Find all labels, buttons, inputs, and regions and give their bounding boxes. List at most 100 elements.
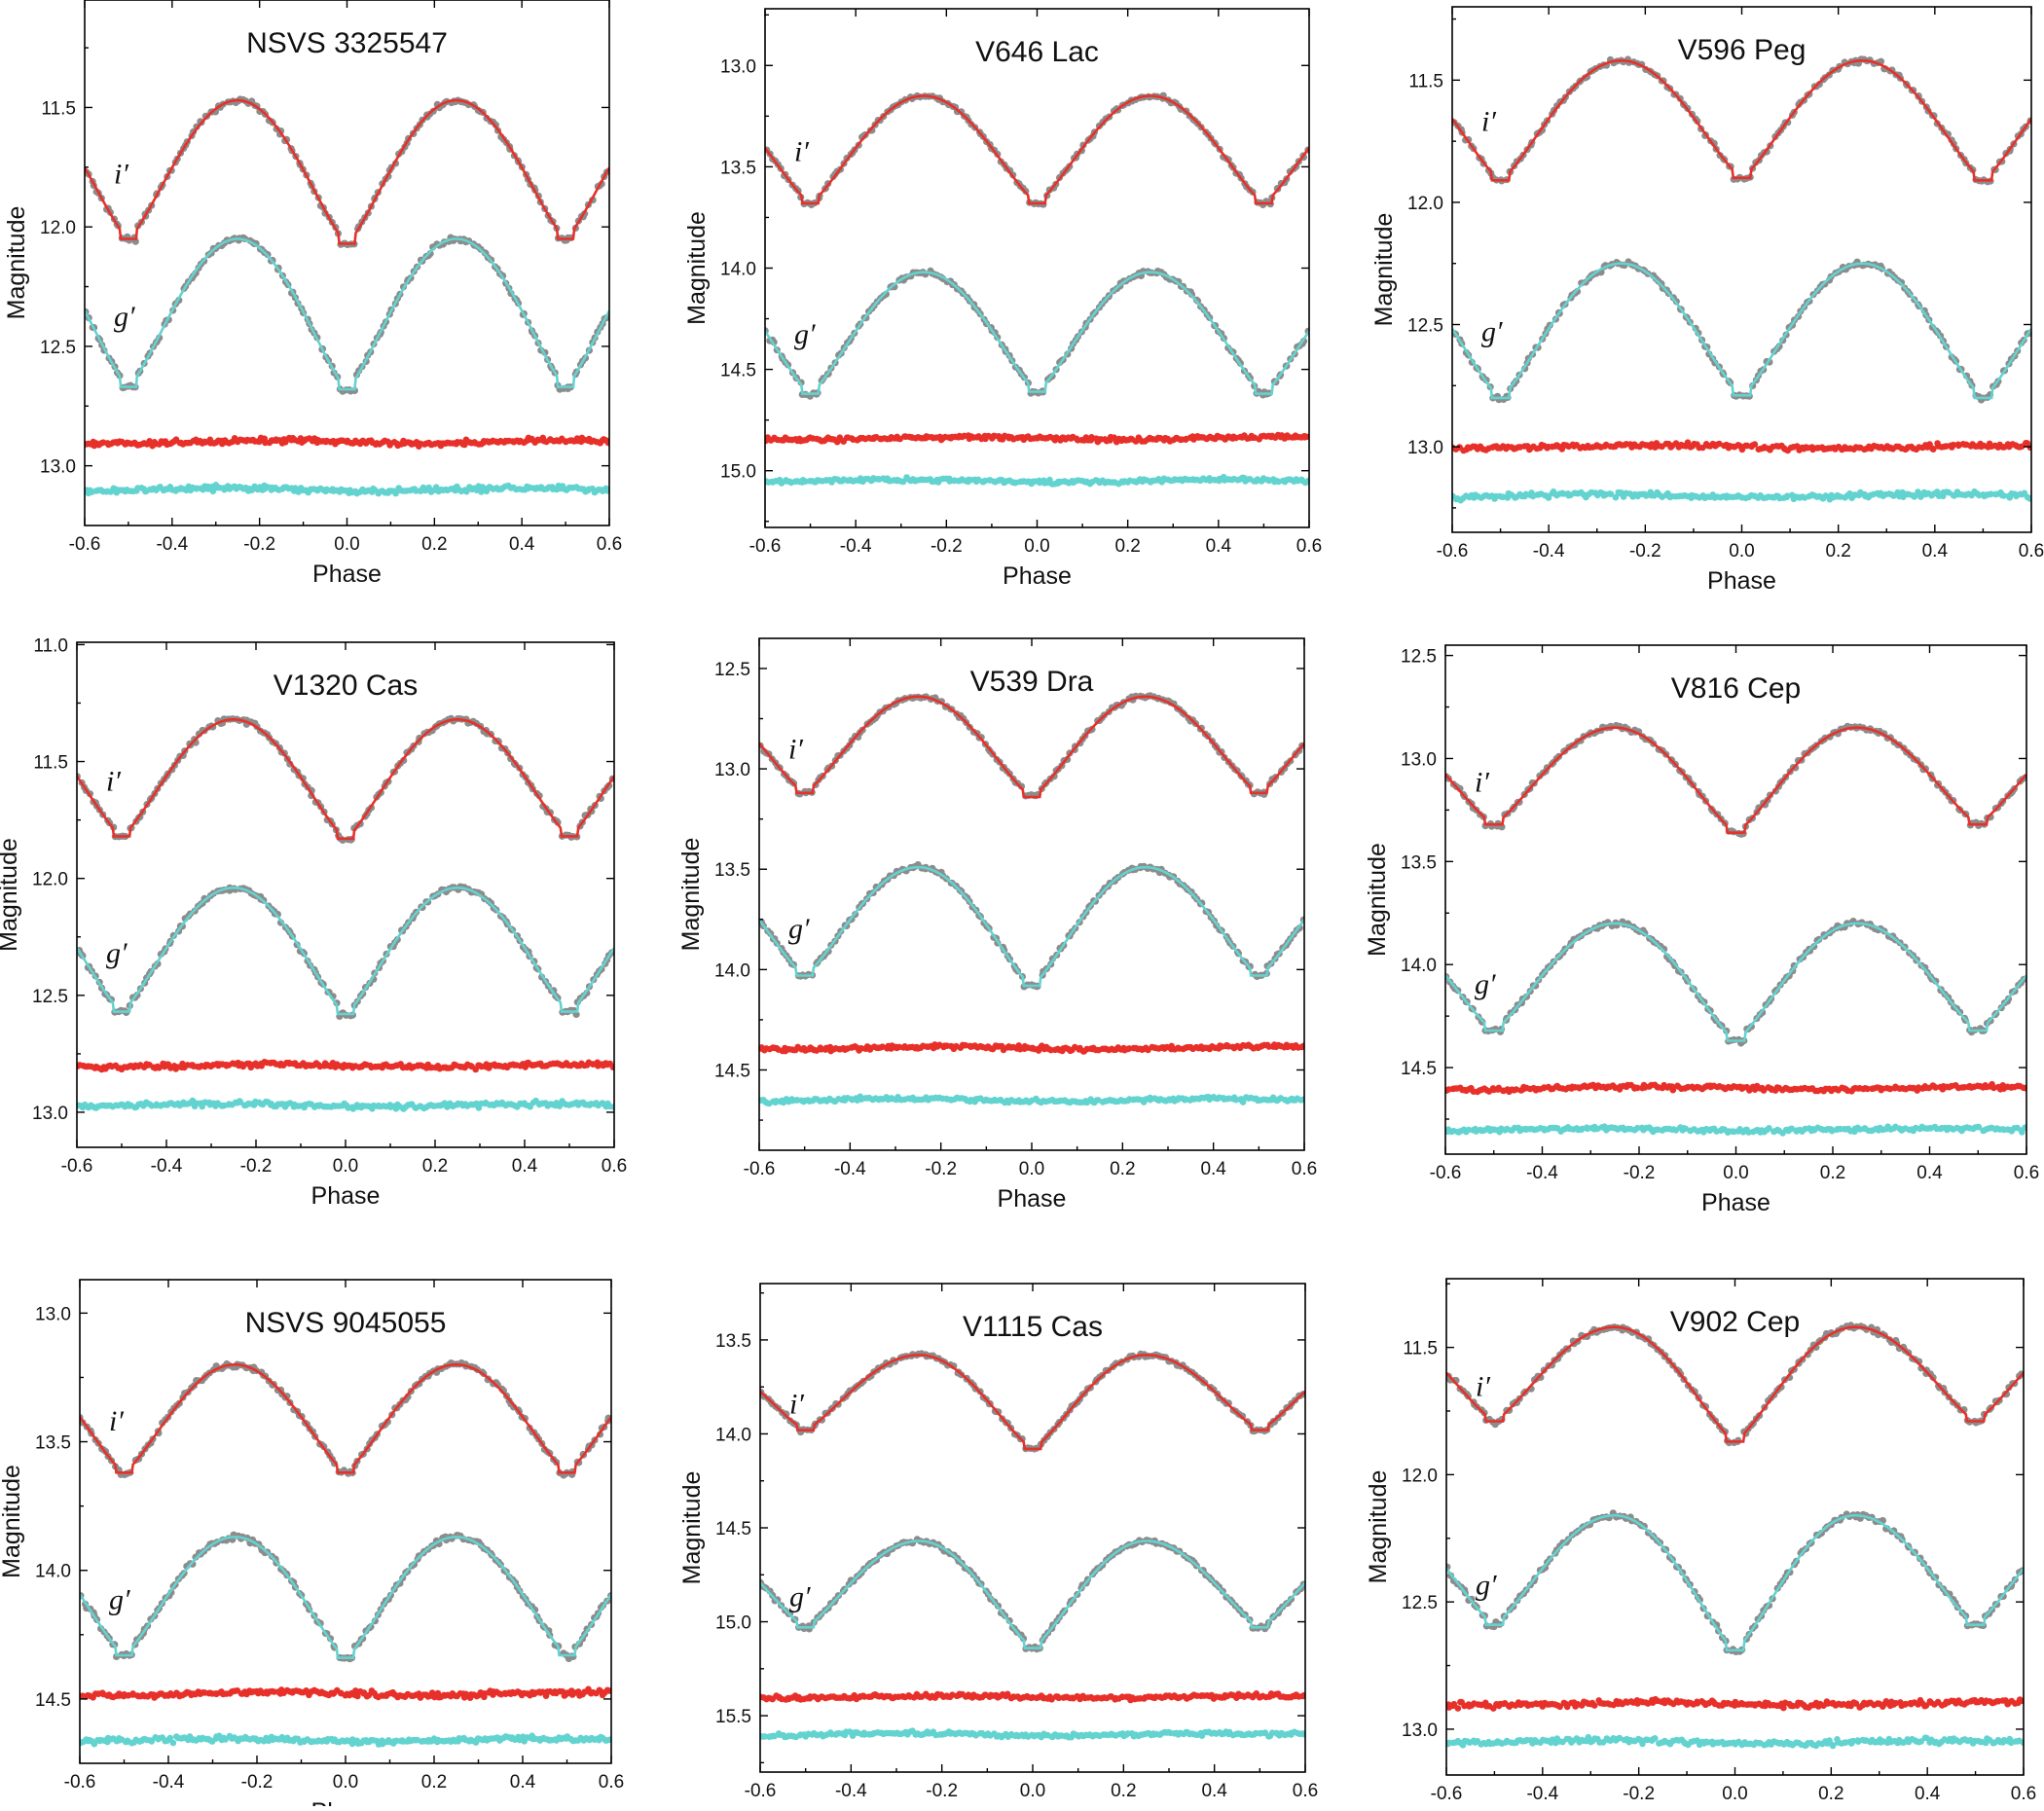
y-tick-label: 13.0 [720,56,756,77]
fit-line [765,96,1309,203]
x-tick-label: -0.4 [156,534,188,555]
plot-area [762,92,1312,488]
panel-title: V596 Peg [1678,34,1807,66]
y-axis-label: Magnitude [683,211,711,325]
fit-line [77,719,614,839]
panel-title: V539 Dra [970,666,1094,698]
x-tick-label: 0.0 [333,1156,358,1177]
x-tick-label: 0.0 [1024,536,1049,557]
x-tick-label: -0.4 [151,1156,183,1177]
y-tick-label: 12.0 [1407,194,1443,214]
y-tick-label: 12.5 [714,660,750,680]
residual-point [605,440,612,447]
x-tick-label: 0.6 [2019,541,2044,561]
observed-points [83,95,610,248]
x-tick-label: -0.2 [931,536,963,557]
observed-points [758,861,1307,991]
y-tick-label: 11.5 [41,98,76,119]
i-band-label: i′ [794,136,809,168]
x-tick-label: -0.4 [840,536,872,557]
plot-area [74,715,617,1112]
x-tick-label: -0.2 [243,534,275,555]
x-tick-label: 0.4 [1922,541,1949,561]
fit-line [85,239,609,390]
fit-line [765,272,1309,394]
g-band-label: g′ [1481,316,1503,348]
x-tick-label: -0.6 [1437,541,1469,561]
x-tick-label: 0.2 [1825,541,1850,561]
x-tick-label: 0.0 [1019,1159,1044,1179]
residual-series [763,474,1311,488]
plot-area [1449,55,2034,503]
x-tick-label: 0.6 [1292,1159,1317,1179]
x-tick-label: 0.2 [422,1156,448,1177]
residual-series [758,1041,1307,1055]
x-tick-label: 0.6 [602,1156,627,1177]
residual-series [1449,439,2033,453]
y-tick-label: 14.5 [714,1061,750,1081]
residual-point [610,1064,617,1070]
observed-points [74,715,616,844]
y-tick-label: 13.0 [32,1104,68,1124]
g-band-label: g′ [106,937,128,969]
x-tick-label: -0.6 [69,534,101,555]
g-band-label: g′ [114,301,135,333]
y-axis-label: Magnitude [677,838,705,952]
residual-point [2023,1085,2029,1092]
i-band-label: i′ [1481,106,1496,138]
panel-title: V1320 Cas [274,670,418,702]
observed-points [763,92,1311,208]
fit-line [759,867,1304,986]
g-band-label: g′ [788,913,810,945]
y-tick-label: 13.0 [40,457,76,478]
y-tick-label: 11.5 [33,753,68,774]
panel-title: V646 Lac [975,36,1099,68]
x-tick-label: 0.0 [334,534,359,555]
x-axis-label: Phase [1003,562,1072,590]
x-tick-label: -0.2 [1629,541,1661,561]
y-tick-label: 14.0 [720,260,756,280]
x-tick-label: 0.2 [1110,1159,1135,1179]
y-tick-label: 13.5 [720,158,756,178]
residual-series [1449,489,2032,504]
x-tick-label: 0.4 [509,534,535,555]
residual-series [75,1059,617,1072]
observed-points [1442,722,2029,838]
fit-line [77,887,614,1014]
y-tick-label: 13.0 [1407,438,1443,458]
y-tick-label: 15.0 [720,462,756,483]
x-tick-label: 0.4 [1206,536,1232,557]
y-tick-label: 13.0 [714,760,750,780]
y-tick-label: 14.0 [714,960,750,981]
y-tick-label: 13.5 [714,860,750,881]
x-tick-label: 0.6 [597,534,622,555]
x-tick-label: -0.6 [744,1159,776,1179]
residual-series [76,1098,617,1112]
observed-points [76,884,615,1021]
x-tick-label: 0.6 [1296,536,1322,557]
residual-series [84,482,611,496]
axes-frame [77,642,614,1147]
x-tick-label: -0.6 [749,536,782,557]
fit-line [85,100,609,243]
plot-area [82,95,611,496]
x-axis-label: Phase [1707,567,1776,595]
x-tick-label: -0.2 [240,1156,273,1177]
y-tick-label: 11.0 [33,635,68,656]
x-tick-label: 0.2 [1114,536,1140,557]
x-axis-label: Phase [998,1185,1067,1213]
x-axis-label: Phase [311,1182,381,1210]
fit-line [1452,264,2031,398]
observed-points [1450,55,2033,185]
residual-series [83,435,611,450]
y-axis-label: Magnitude [3,206,30,320]
y-tick-label: 12.0 [32,870,68,890]
i-band-label: i′ [788,733,803,765]
residual-point [1305,478,1312,485]
observed-points [82,235,610,395]
i-band-label: i′ [114,159,128,191]
